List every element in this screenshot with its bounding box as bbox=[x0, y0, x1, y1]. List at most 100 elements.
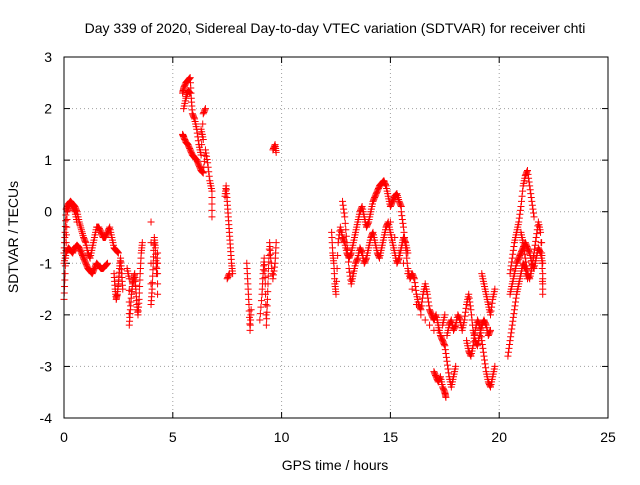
data-point bbox=[341, 219, 349, 227]
data-point bbox=[398, 215, 406, 223]
data-point bbox=[482, 364, 490, 372]
data-point bbox=[208, 213, 216, 221]
data-point bbox=[455, 315, 463, 323]
data-point bbox=[477, 333, 485, 341]
data-series bbox=[60, 241, 112, 278]
data-point bbox=[417, 302, 425, 310]
data-point bbox=[135, 289, 143, 297]
data-point bbox=[424, 298, 432, 306]
data-point bbox=[510, 243, 518, 251]
y-tick-label: 3 bbox=[44, 49, 52, 65]
data-point bbox=[476, 325, 484, 333]
data-point bbox=[399, 219, 407, 227]
data-point bbox=[508, 254, 516, 262]
data-point bbox=[204, 159, 212, 167]
data-point bbox=[63, 215, 71, 223]
data-point bbox=[486, 328, 494, 336]
data-series bbox=[397, 208, 460, 391]
data-point bbox=[154, 280, 162, 288]
x-axis-label: GPS time / hours bbox=[282, 457, 389, 473]
data-point bbox=[150, 240, 158, 248]
data-point bbox=[339, 197, 347, 205]
data-series bbox=[478, 270, 499, 319]
data-point bbox=[517, 203, 525, 211]
data-point bbox=[511, 302, 519, 310]
data-point bbox=[264, 280, 272, 288]
data-point bbox=[509, 250, 517, 258]
data-point bbox=[465, 294, 473, 302]
data-point bbox=[507, 329, 515, 337]
data-point bbox=[452, 362, 460, 370]
data-point bbox=[225, 270, 233, 278]
data-point bbox=[341, 213, 349, 221]
x-tick-label: 20 bbox=[491, 429, 507, 445]
data-point bbox=[441, 342, 449, 350]
data-point bbox=[480, 352, 488, 360]
data-point bbox=[269, 271, 277, 279]
data-point bbox=[347, 276, 355, 284]
data-point bbox=[523, 166, 531, 174]
data-point bbox=[520, 243, 528, 251]
data-point bbox=[528, 264, 536, 272]
data-point bbox=[528, 197, 536, 205]
data-point bbox=[208, 194, 216, 202]
data-point bbox=[198, 168, 206, 176]
data-point bbox=[105, 224, 113, 232]
data-series bbox=[517, 218, 547, 298]
data-point bbox=[193, 129, 201, 137]
data-point bbox=[491, 285, 499, 293]
data-point bbox=[269, 275, 277, 283]
data-point bbox=[512, 294, 520, 302]
data-point bbox=[154, 290, 162, 298]
data-point bbox=[225, 271, 233, 279]
data-point bbox=[256, 316, 264, 324]
data-series bbox=[386, 218, 449, 334]
data-point bbox=[444, 365, 452, 373]
data-point bbox=[333, 264, 341, 272]
data-point bbox=[442, 353, 450, 361]
data-point bbox=[119, 285, 127, 293]
data-point bbox=[509, 246, 517, 254]
data-point bbox=[190, 114, 198, 122]
data-point bbox=[208, 187, 216, 195]
data-point bbox=[537, 228, 545, 236]
data-point bbox=[102, 261, 110, 269]
data-point bbox=[194, 137, 202, 145]
data-point bbox=[261, 267, 269, 275]
data-point bbox=[529, 209, 537, 217]
data-point bbox=[375, 253, 383, 261]
data-point bbox=[488, 299, 496, 307]
data-point bbox=[520, 246, 528, 254]
data-point bbox=[519, 239, 527, 247]
data-point bbox=[539, 290, 547, 298]
data-point bbox=[78, 228, 86, 236]
data-point bbox=[256, 310, 264, 318]
data-point bbox=[340, 205, 348, 213]
data-point bbox=[506, 341, 514, 349]
data-point bbox=[510, 306, 518, 314]
data-point bbox=[421, 316, 429, 324]
data-point bbox=[205, 168, 213, 176]
data-point bbox=[423, 290, 431, 298]
data-point bbox=[486, 326, 494, 334]
data-point bbox=[343, 245, 351, 253]
data-point bbox=[264, 272, 272, 280]
data-point bbox=[521, 254, 529, 262]
data-point bbox=[466, 351, 474, 359]
data-series bbox=[221, 182, 237, 283]
data-point bbox=[353, 255, 361, 263]
data-point bbox=[147, 280, 155, 288]
data-point bbox=[410, 273, 418, 281]
data-point bbox=[104, 259, 112, 267]
y-tick-label: -2 bbox=[40, 307, 53, 323]
data-point bbox=[403, 254, 411, 262]
data-point bbox=[397, 201, 405, 209]
data-point bbox=[436, 374, 444, 382]
data-point bbox=[442, 393, 450, 401]
data-point bbox=[345, 258, 353, 266]
x-tick-label: 25 bbox=[600, 429, 616, 445]
data-point bbox=[272, 239, 280, 247]
data-point bbox=[441, 311, 449, 319]
data-point bbox=[425, 302, 433, 310]
